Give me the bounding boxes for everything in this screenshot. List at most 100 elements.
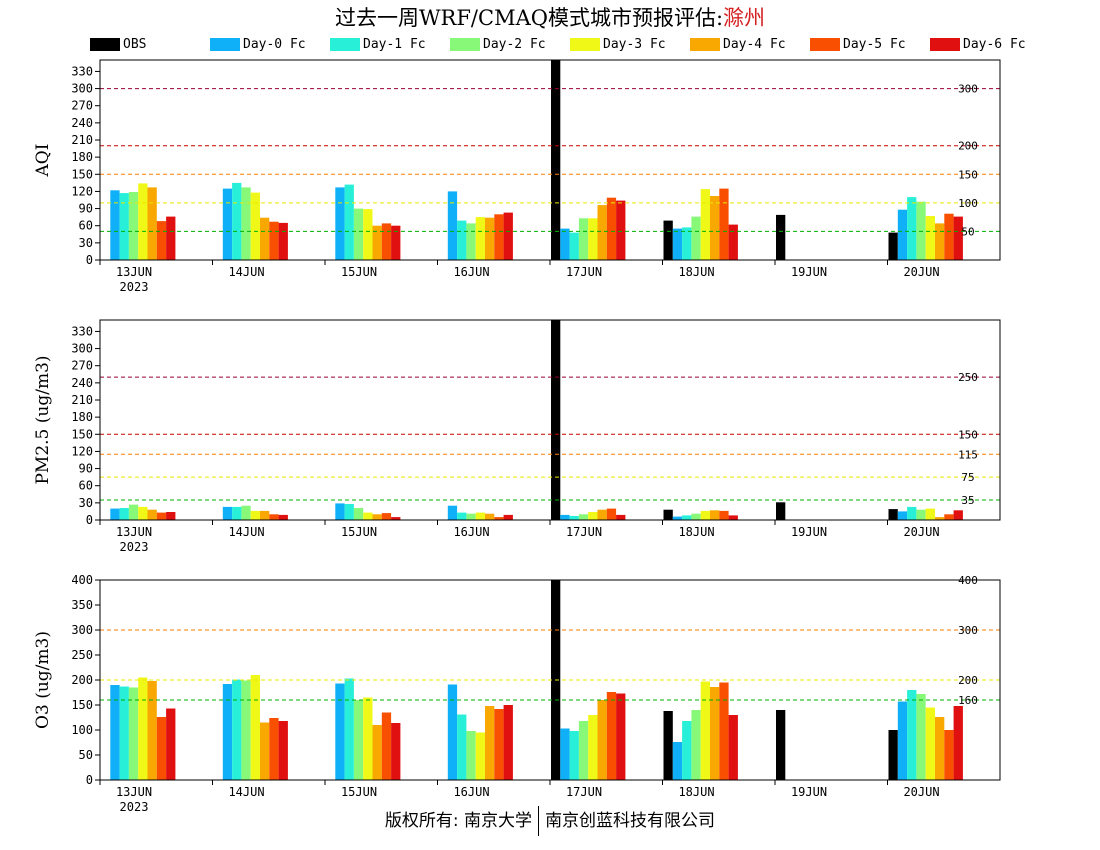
legend-swatch <box>810 37 840 51</box>
bar-day-6-fc <box>503 212 513 260</box>
bar-day-6-fc <box>728 515 738 520</box>
bar-day-0-fc <box>335 683 345 780</box>
bar-obs <box>663 711 673 780</box>
y-tick-label: 330 <box>71 64 93 78</box>
legend-swatch <box>570 37 600 51</box>
reference-label: 150 <box>958 168 978 181</box>
legend-item-day-3-fc: Day-3 Fc <box>570 34 666 54</box>
bar-day-2-fc <box>353 508 364 520</box>
y-tick-label: 90 <box>79 462 93 476</box>
bar-day-1-fc <box>344 504 354 520</box>
bar-day-1-fc <box>907 506 917 520</box>
bar-day-2-fc <box>916 201 926 260</box>
bar-day-5-fc <box>606 197 617 260</box>
bar-obs <box>551 60 561 260</box>
legend-item-day-1-fc: Day-1 Fc <box>330 34 426 54</box>
bar-day-0-fc <box>110 190 120 260</box>
y-tick-label: 180 <box>71 410 93 424</box>
bar-day-0-fc <box>110 508 120 520</box>
bar-day-2-fc <box>466 223 476 260</box>
bar-day-2-fc <box>691 513 701 520</box>
bar-day-6-fc <box>503 514 513 520</box>
footer-copyright: 版权所有: 南京大学 <box>384 811 533 831</box>
bar-day-1-fc <box>457 220 467 260</box>
reference-label: 75 <box>961 471 974 484</box>
bar-day-2-fc <box>128 504 139 520</box>
legend-label: Day-4 Fc <box>723 36 786 52</box>
x-tick-label: 17JUN <box>566 265 602 279</box>
legend-swatch <box>210 37 240 51</box>
bar-day-4-fc <box>147 681 157 780</box>
legend-item-day-6-fc: Day-6 Fc <box>930 34 1026 54</box>
bar-day-0-fc <box>222 188 233 260</box>
legend-swatch <box>450 37 480 51</box>
bar-day-0-fc <box>897 511 908 520</box>
bar-day-4-fc <box>485 706 495 780</box>
bar-day-1-fc <box>119 193 129 260</box>
footer-company: 南京创蓝科技有限公司 <box>545 811 716 831</box>
bar-day-6-fc <box>278 514 288 520</box>
y-tick-label: 120 <box>71 444 93 458</box>
x-tick-label: 20JUN <box>903 265 939 279</box>
bar-day-3-fc <box>138 677 148 780</box>
bar-day-4-fc <box>597 509 607 520</box>
bar-day-4-fc <box>597 205 607 260</box>
x-tick-label: 16JUN <box>453 265 489 279</box>
x-tick-label: 16JUN <box>453 785 489 799</box>
bar-day-6-fc <box>166 512 176 520</box>
legend-label: Day-3 Fc <box>603 36 666 52</box>
x-tick-label: 14JUN <box>228 265 264 279</box>
bar-day-1-fc <box>232 182 242 260</box>
x-tick-label: 14JUN <box>228 785 264 799</box>
bar-day-0-fc <box>897 209 908 260</box>
y-tick-label: 270 <box>71 359 93 373</box>
bar-day-6-fc <box>728 224 738 260</box>
bar-day-3-fc <box>363 209 373 260</box>
bar-day-4-fc <box>710 196 720 260</box>
bar-day-3-fc <box>700 681 710 780</box>
bar-day-2-fc <box>466 513 476 520</box>
bar-day-6-fc <box>278 222 288 260</box>
bar-day-3-fc <box>700 510 710 520</box>
bar-day-5-fc <box>944 514 954 520</box>
bar-day-1-fc <box>344 678 354 780</box>
bar-day-4-fc <box>935 517 945 520</box>
bar-day-1-fc <box>344 184 354 260</box>
bar-day-5-fc <box>719 510 729 520</box>
x-year-label: 2023 <box>120 280 149 294</box>
reference-label: 100 <box>958 197 978 210</box>
bar-day-4-fc <box>935 717 945 780</box>
y-tick-label: 240 <box>71 376 93 390</box>
bar-day-0-fc <box>672 742 683 780</box>
bar-day-4-fc <box>935 223 945 260</box>
bar-day-0-fc <box>560 728 570 780</box>
x-tick-label: 16JUN <box>453 525 489 539</box>
bar-day-1-fc <box>907 197 917 260</box>
bar-day-5-fc <box>269 718 279 780</box>
bar-day-4-fc <box>485 513 495 520</box>
bar-day-3-fc <box>363 512 373 520</box>
bar-obs <box>663 509 673 520</box>
y-tick-label: 150 <box>71 698 93 712</box>
bar-day-3-fc <box>925 508 935 520</box>
bar-day-5-fc <box>381 223 392 260</box>
chart-panel-2: 250 150 115 75 35 0 30 60 90 120 150 180 210 240 270 30… <box>33 319 1001 554</box>
bar-day-4-fc <box>260 510 270 520</box>
y-axis-label: O3 (ug/m3) <box>33 631 53 729</box>
bar-day-4-fc <box>147 187 157 260</box>
bar-day-5-fc <box>156 221 167 260</box>
y-tick-label: 300 <box>71 82 93 96</box>
bar-day-3-fc <box>700 189 710 260</box>
chart-title: 过去一周WRF/CMAQ模式城市预报评估:滁州 <box>0 2 1100 32</box>
bar-day-3-fc <box>250 192 260 260</box>
bar-day-1-fc <box>457 714 467 780</box>
bar-day-6-fc <box>728 715 738 780</box>
bar-day-1-fc <box>682 227 692 260</box>
y-tick-label: 180 <box>71 150 93 164</box>
bar-day-5-fc <box>494 214 504 260</box>
bar-day-2-fc <box>241 680 251 780</box>
bar-day-4-fc <box>260 217 270 260</box>
x-tick-label: 13JUN <box>116 265 152 279</box>
x-tick-label: 19JUN <box>791 525 827 539</box>
y-axis-label: AQI <box>33 144 53 178</box>
